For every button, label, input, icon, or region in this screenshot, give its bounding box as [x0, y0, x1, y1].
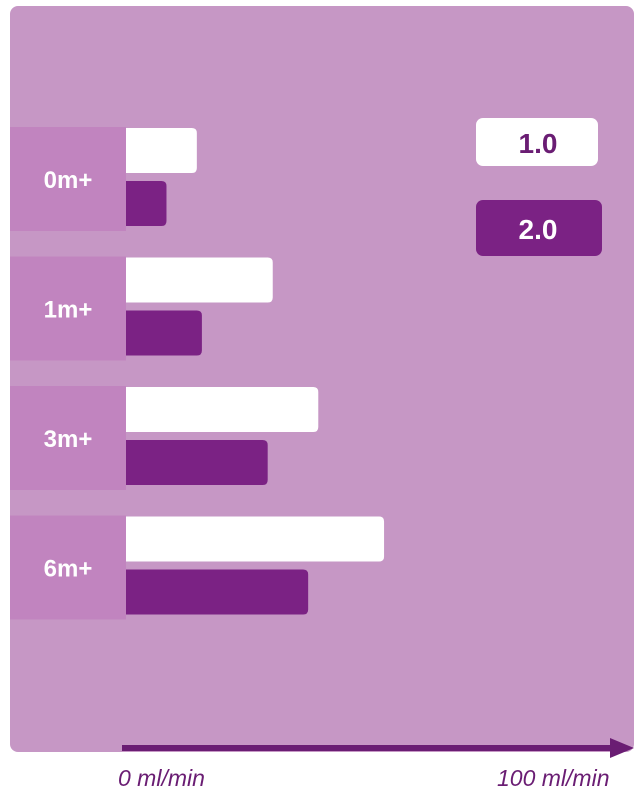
x-tick-label-max: 100 ml/min [497, 765, 609, 791]
legend-swatch-series-2 [476, 200, 602, 256]
category-band [10, 256, 126, 361]
category-label: 1m+ [44, 297, 93, 324]
bar-series-1 [126, 387, 319, 432]
bar-series-2 [126, 310, 202, 356]
bar-series-1 [126, 128, 197, 173]
bar-series-2 [126, 569, 309, 615]
bar-series-2 [126, 181, 167, 226]
category-band [10, 127, 126, 231]
x-tick-label-min: 0 ml/min [118, 765, 205, 791]
legend-label-series-1: 1.0 [519, 128, 558, 159]
category-band [10, 386, 126, 490]
legend-swatch-series-1 [476, 118, 598, 166]
category-band [10, 515, 126, 620]
x-axis-arrowhead [610, 738, 634, 758]
legend-label-series-2: 2.0 [519, 214, 558, 245]
bar-series-1 [126, 516, 385, 562]
bar-series-1 [126, 257, 273, 303]
bar-series-2 [126, 440, 268, 485]
category-label: 3m+ [44, 426, 93, 453]
category-label: 6m+ [44, 556, 93, 583]
category-label: 0m+ [44, 167, 93, 194]
